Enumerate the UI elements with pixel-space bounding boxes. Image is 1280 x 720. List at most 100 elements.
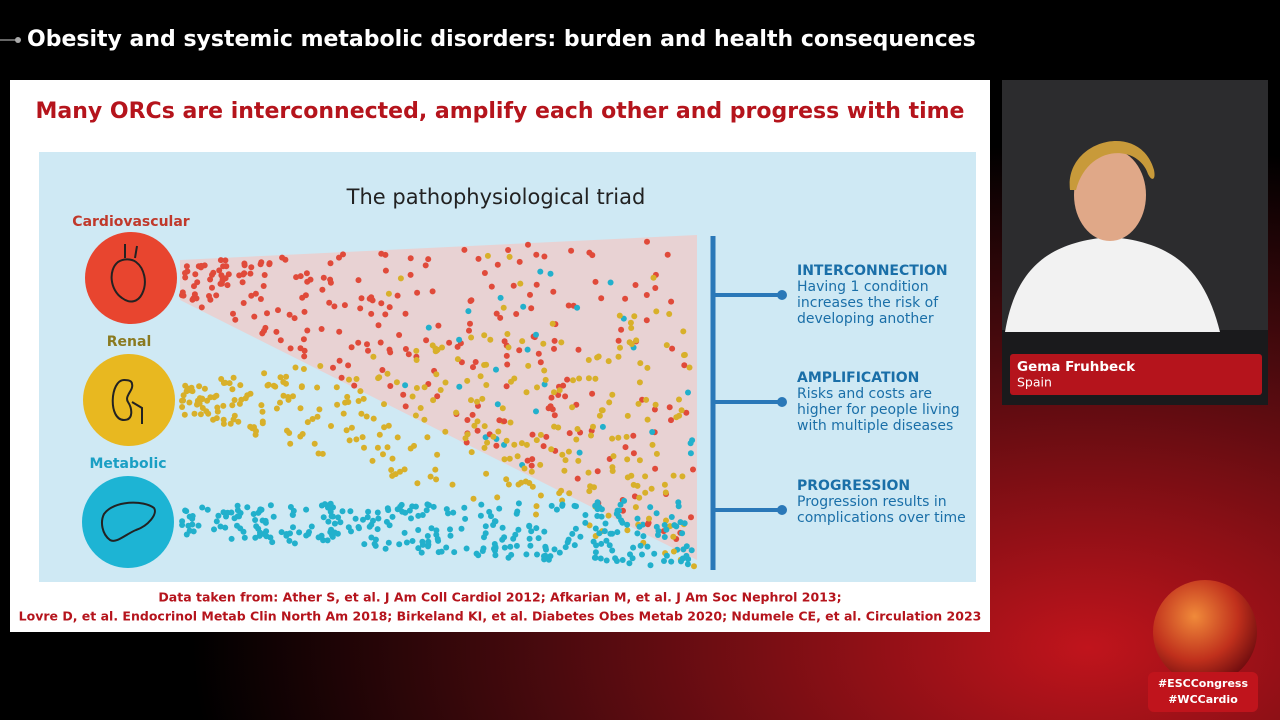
dot xyxy=(508,551,515,558)
dot xyxy=(596,412,603,419)
dot xyxy=(341,302,348,309)
dot xyxy=(619,557,626,563)
dot xyxy=(510,282,517,289)
dot xyxy=(320,514,327,521)
item-line: complications over time xyxy=(797,510,966,526)
dot xyxy=(523,389,530,396)
dot xyxy=(624,412,631,419)
dot xyxy=(525,241,531,248)
dot xyxy=(179,404,186,410)
dot xyxy=(334,401,341,408)
dot xyxy=(592,554,599,561)
dot xyxy=(603,557,610,564)
dot xyxy=(346,376,352,383)
dot xyxy=(533,525,540,532)
dot xyxy=(189,521,196,528)
dot xyxy=(340,251,346,258)
dot xyxy=(622,295,629,302)
dot xyxy=(533,408,539,415)
dot xyxy=(501,418,508,425)
dot xyxy=(551,546,558,553)
dot xyxy=(338,374,345,381)
dot xyxy=(397,275,404,282)
dot xyxy=(357,388,364,395)
dot xyxy=(318,502,325,509)
dot xyxy=(396,332,403,338)
dot xyxy=(210,269,217,276)
dot xyxy=(412,412,419,419)
dot xyxy=(339,508,346,515)
dot xyxy=(523,441,530,448)
dot xyxy=(291,315,298,322)
dot xyxy=(394,292,401,299)
dot xyxy=(353,436,360,443)
dot xyxy=(291,540,298,547)
dot xyxy=(481,270,488,276)
dot xyxy=(358,410,365,417)
dot xyxy=(482,434,489,441)
dot xyxy=(526,535,533,542)
speaker-country: Spain xyxy=(1017,375,1052,390)
dot xyxy=(223,263,230,270)
dot xyxy=(663,526,670,533)
dot xyxy=(568,247,575,254)
dot xyxy=(548,446,555,453)
dot xyxy=(523,551,530,558)
dot xyxy=(565,448,572,455)
dot xyxy=(601,528,608,535)
dot xyxy=(632,504,639,511)
dot xyxy=(639,551,645,558)
dot xyxy=(425,538,432,545)
dot xyxy=(683,543,690,550)
item-line: with multiple diseases xyxy=(797,418,953,434)
dot xyxy=(189,515,196,522)
dot xyxy=(198,304,205,311)
dot xyxy=(229,402,236,409)
dot xyxy=(318,326,325,332)
dot xyxy=(537,268,544,275)
dot xyxy=(468,397,474,404)
dot xyxy=(286,311,293,318)
dot xyxy=(599,407,606,414)
dot xyxy=(636,494,643,501)
dot xyxy=(526,522,533,529)
dot xyxy=(499,524,506,531)
dot xyxy=(389,472,396,479)
dot xyxy=(252,517,259,523)
dot xyxy=(515,526,522,533)
dot xyxy=(643,396,650,403)
dot xyxy=(589,252,596,259)
dot xyxy=(353,376,360,382)
dot xyxy=(467,298,474,304)
kidney-glyph xyxy=(111,378,143,424)
dot xyxy=(668,417,674,424)
dot xyxy=(556,387,563,394)
dot xyxy=(551,389,557,396)
dot xyxy=(488,283,495,290)
dot xyxy=(248,264,255,271)
dot xyxy=(257,506,264,513)
dot xyxy=(624,527,631,534)
dot xyxy=(644,238,650,245)
dot xyxy=(263,528,270,535)
dot xyxy=(207,276,214,283)
dot xyxy=(598,295,605,302)
dot xyxy=(259,420,266,427)
dot xyxy=(468,334,475,341)
dot xyxy=(195,522,202,529)
dot xyxy=(505,481,512,488)
dot xyxy=(646,515,652,522)
liver-glyph xyxy=(101,501,156,542)
dot xyxy=(432,466,439,473)
dot xyxy=(464,417,471,423)
dot xyxy=(533,251,540,258)
dot xyxy=(569,530,576,537)
dot xyxy=(540,443,547,450)
dot xyxy=(314,413,321,420)
dot xyxy=(413,347,420,354)
dot xyxy=(259,408,266,415)
dot xyxy=(356,525,362,532)
dot xyxy=(188,387,195,394)
dot xyxy=(628,341,635,347)
dot xyxy=(685,389,691,396)
